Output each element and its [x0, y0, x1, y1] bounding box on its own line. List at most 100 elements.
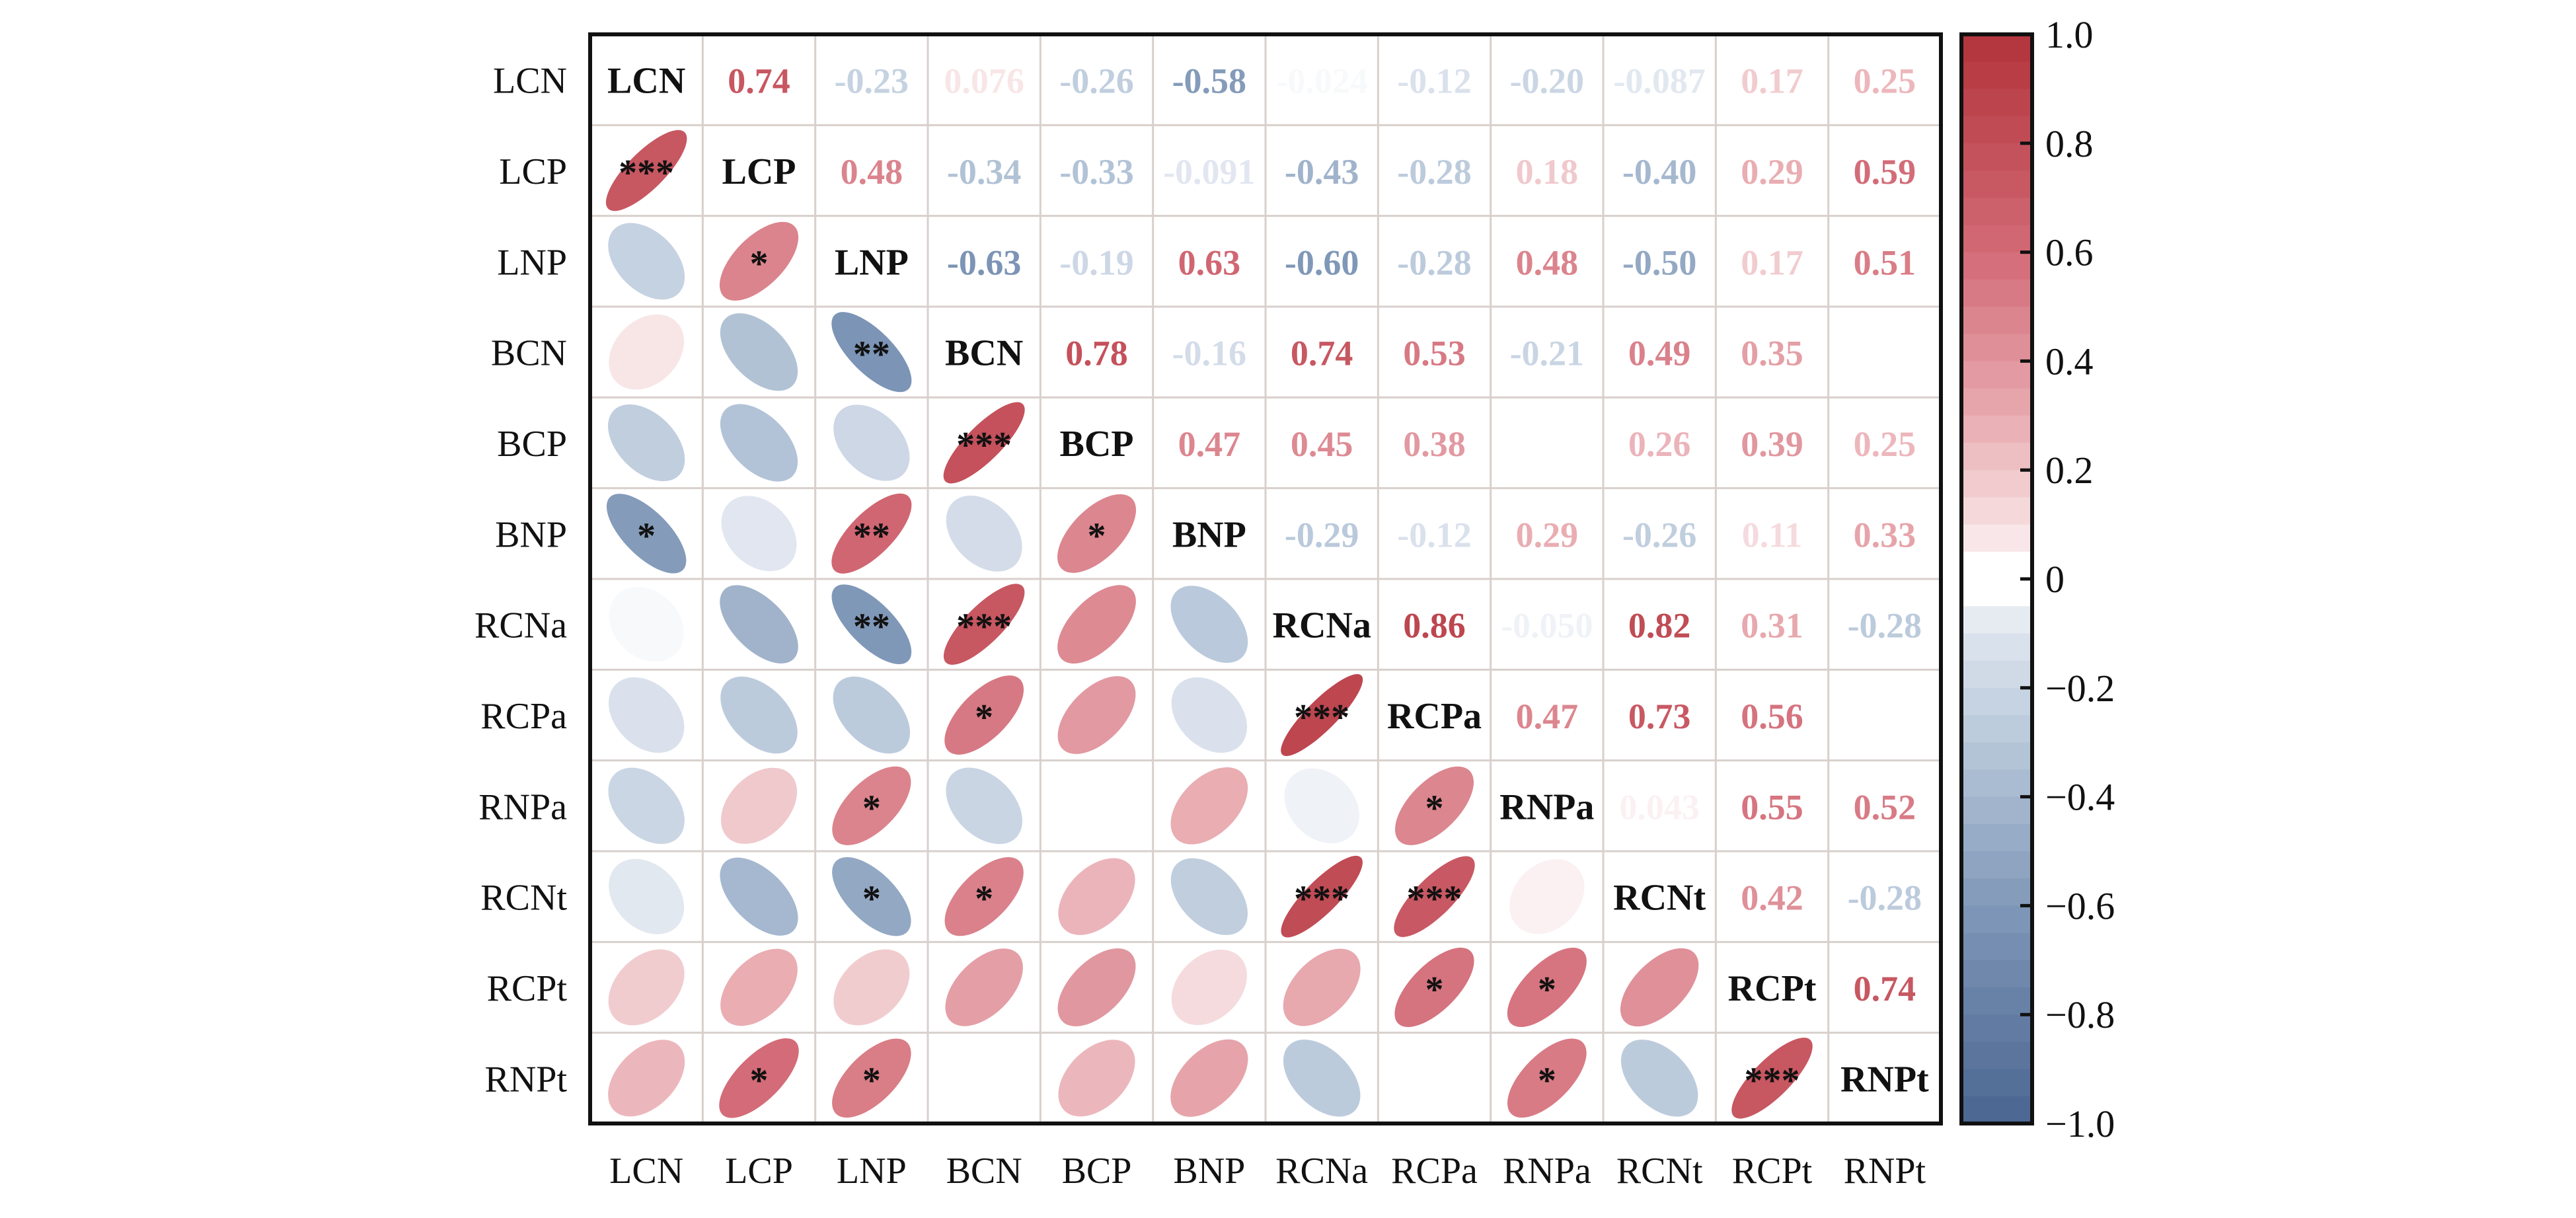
- significance-stars: *: [975, 697, 993, 738]
- correlation-ellipse: [1058, 1040, 1135, 1117]
- colorbar-tick-label: −1.0: [2045, 1102, 2115, 1145]
- cell-LNP-BCN: -0.63: [947, 243, 1021, 282]
- cell-RNPt-BCP: [1058, 1040, 1135, 1117]
- cell-BCN-RCNt: 0.49: [1628, 334, 1691, 373]
- correlation-value: 0.74: [728, 61, 790, 101]
- correlation-ellipse: [1620, 1040, 1698, 1117]
- cell-RCPt-BNP: [1171, 949, 1247, 1026]
- grid-lines: [590, 34, 1941, 1123]
- correlation-ellipse: [1057, 494, 1137, 573]
- correlation-ellipse: [833, 404, 910, 481]
- colorbar-step: [1961, 116, 2032, 144]
- diagonal-label: RNPt: [1840, 1059, 1929, 1100]
- cell-BCP-RCPa: 0.38: [1403, 424, 1466, 464]
- colorbar-tick-label: 1.0: [2045, 13, 2094, 56]
- correlation-ellipse: [721, 496, 797, 572]
- significance-stars: *: [862, 1060, 881, 1101]
- cell-LCN-RCNt: -0.087: [1613, 61, 1705, 101]
- cell-RCPa-RCPt: 0.56: [1741, 697, 1803, 736]
- cell-BCN-RCPa: 0.53: [1403, 334, 1466, 373]
- x-tick-label: RCPa: [1391, 1151, 1478, 1192]
- colorbar-step: [1961, 524, 2032, 552]
- cell-BNP-RNPt: 0.33: [1854, 515, 1916, 554]
- correlation-ellipse: [1170, 586, 1248, 663]
- correlation-value: 0.45: [1291, 424, 1353, 464]
- cell-RCNa-RCPt: 0.31: [1741, 606, 1803, 646]
- colorbar-step: [1961, 1042, 2032, 1070]
- correlation-ellipse: [608, 767, 685, 845]
- significance-stars: *: [1425, 788, 1444, 829]
- cell-BCP-RCNa: 0.45: [1291, 424, 1353, 464]
- colorbar-step: [1961, 960, 2032, 988]
- correlation-value: -0.58: [1172, 61, 1246, 101]
- cell-BCP-RCNt: 0.26: [1628, 424, 1691, 464]
- cell-LCP-LCN: ***: [605, 130, 687, 211]
- cell-LCN-BNP: -0.58: [1172, 61, 1246, 101]
- significance-stars: ***: [1407, 879, 1462, 920]
- correlation-ellipse: [608, 949, 685, 1026]
- correlation-value: -0.21: [1510, 334, 1584, 373]
- correlation-value: -0.28: [1397, 243, 1471, 282]
- correlation-ellipse: [943, 584, 1025, 665]
- correlation-value: 0.53: [1403, 334, 1466, 373]
- colorbar-tick-label: −0.4: [2045, 776, 2115, 819]
- cell-LCN-RNPa: -0.20: [1510, 61, 1584, 101]
- y-tick-label: LCN: [493, 61, 567, 102]
- colorbar-step: [1961, 61, 2032, 90]
- correlation-ellipse: [609, 858, 685, 934]
- cell-LNP-RCPa: -0.28: [1397, 243, 1471, 282]
- colorbar-step: [1961, 1014, 2032, 1043]
- cell-BCP-BCP: BCP: [1060, 424, 1134, 465]
- colorbar-tick-label: −0.2: [2045, 667, 2115, 710]
- colorbar-step: [1961, 89, 2032, 117]
- cell-RCPt-LNP: [833, 949, 910, 1026]
- colorbar-step: [1961, 905, 2032, 934]
- cell-RCPa-BCN: *: [944, 675, 1024, 755]
- cell-RCPa-LNP: [833, 676, 911, 754]
- colorbar-tick-label: 0.8: [2045, 122, 2094, 165]
- cell-RCPt-BCN: [945, 948, 1023, 1026]
- correlation-value: 0.49: [1628, 334, 1691, 373]
- correlation-value: -0.091: [1163, 152, 1255, 192]
- cell-LCN-BCP: -0.26: [1059, 61, 1133, 101]
- correlation-value: 0.86: [1403, 606, 1466, 646]
- cell-RCPt-RCNa: [1283, 948, 1361, 1026]
- diagonal-label: BCN: [945, 333, 1023, 374]
- correlation-value: 0.74: [1291, 334, 1353, 373]
- cell-BNP-RNPa: 0.29: [1516, 515, 1579, 554]
- correlation-ellipse: [608, 677, 685, 753]
- colorbar-tick-label: −0.8: [2045, 993, 2115, 1036]
- correlation-ellipse: [1281, 855, 1363, 938]
- correlation-value: 0.48: [1516, 243, 1579, 282]
- cell-LCN-RCPa: -0.12: [1397, 61, 1471, 101]
- colorbar-step: [1961, 470, 2032, 498]
- cell-BNP-LCN: *: [606, 494, 687, 574]
- cell-BNP-RCNa: -0.29: [1285, 515, 1359, 554]
- x-tick-label: RCPt: [1732, 1151, 1813, 1192]
- significance-stars: *: [1538, 970, 1556, 1010]
- cell-RNPa-BCN: [946, 767, 1022, 845]
- correlation-value: 0.74: [1854, 969, 1916, 1009]
- correlation-value: -0.12: [1397, 515, 1471, 554]
- significance-stars: *: [750, 1060, 769, 1101]
- correlation-ellipse: [1620, 948, 1699, 1027]
- cell-RCNa-BCN: ***: [943, 584, 1025, 665]
- correlation-ellipse: [1058, 858, 1135, 935]
- colorbar-step: [1961, 198, 2032, 226]
- cell-RCPa-LCN: [608, 677, 685, 753]
- diagonal-label: RCNa: [1273, 605, 1371, 646]
- y-tick-label: BNP: [495, 514, 567, 555]
- diagonal-label: RCNt: [1613, 878, 1706, 919]
- correlation-value: 0.18: [1516, 152, 1579, 192]
- cell-LCN-RCPt: 0.17: [1741, 61, 1803, 101]
- cell-BCP-BCN: ***: [943, 402, 1025, 484]
- cell-RNPt-RCPt: ***: [1731, 1038, 1813, 1119]
- cell-LCN-RCNa: -0.024: [1275, 61, 1367, 101]
- correlation-value: -0.28: [1848, 878, 1922, 918]
- correlation-value: 0.17: [1741, 243, 1803, 282]
- correlation-value: 0.29: [1516, 515, 1579, 554]
- correlation-ellipse: [609, 314, 685, 390]
- correlation-ellipse: [1171, 677, 1248, 753]
- diagonal-label: BNP: [1172, 514, 1246, 555]
- cell-RCNa-RNPt: -0.28: [1848, 606, 1922, 646]
